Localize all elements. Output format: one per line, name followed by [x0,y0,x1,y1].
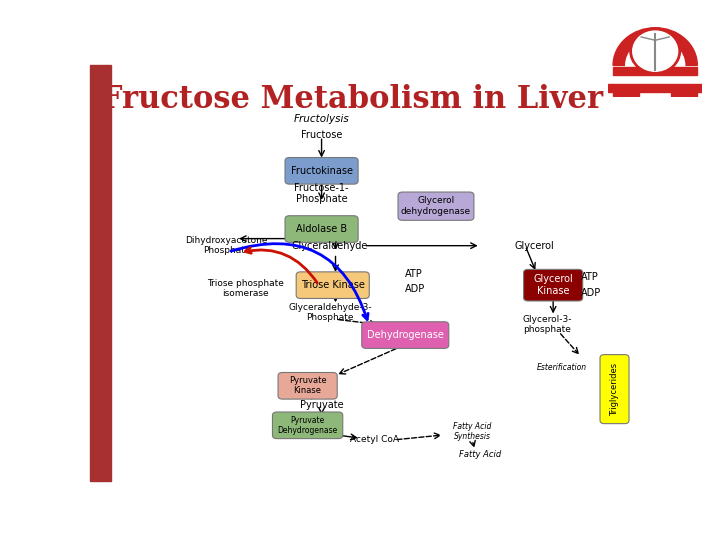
Text: Pyruvate: Pyruvate [300,400,343,409]
Text: Triose phosphate
isomerase: Triose phosphate isomerase [207,279,284,298]
FancyBboxPatch shape [285,216,358,242]
Text: Fatty Acid
Synthesis: Fatty Acid Synthesis [453,422,492,441]
Text: Glyceraldehyde: Glyceraldehyde [292,241,368,251]
Text: Pyruvate
Kinase: Pyruvate Kinase [289,376,326,395]
Text: ADP: ADP [581,288,601,298]
Bar [671,91,697,96]
Text: Fructolysis: Fructolysis [294,114,349,124]
Text: Pyruvate
Dehydrogenase: Pyruvate Dehydrogenase [277,416,338,435]
FancyArrowPatch shape [246,248,318,283]
FancyBboxPatch shape [296,272,369,299]
FancyBboxPatch shape [600,355,629,424]
Text: Triglycerides: Triglycerides [610,362,619,416]
Text: Fructose Metabolism in Liver: Fructose Metabolism in Liver [102,84,603,114]
Text: Fructose: Fructose [301,131,342,140]
Text: Glycerol-3-
phosphate: Glycerol-3- phosphate [523,315,572,334]
Text: Fructose-1-
Phosphate: Fructose-1- Phosphate [294,183,348,205]
FancyBboxPatch shape [523,269,582,301]
Text: Fructokinase: Fructokinase [291,166,353,176]
Text: ATP: ATP [405,268,423,279]
Text: Fatty Acid: Fatty Acid [459,450,502,460]
FancyBboxPatch shape [285,158,358,184]
Text: Glycerol
Kinase: Glycerol Kinase [534,274,573,296]
Text: Dehydrogenase: Dehydrogenase [366,330,444,340]
FancyBboxPatch shape [272,412,343,438]
Text: Esterification: Esterification [536,363,587,372]
Text: Dihydroxyacetone
Phosphate: Dihydroxyacetone Phosphate [186,236,268,255]
Text: Triose Kinase: Triose Kinase [301,280,364,290]
FancyBboxPatch shape [361,322,449,348]
Text: Glycerol
dehydrogenase: Glycerol dehydrogenase [401,197,471,216]
Circle shape [633,31,678,71]
FancyBboxPatch shape [278,373,337,399]
Text: Aldolase B: Aldolase B [296,224,347,234]
Bar [90,65,111,481]
Circle shape [630,29,680,74]
FancyBboxPatch shape [398,192,474,220]
Text: ATP: ATP [581,272,599,282]
Text: Glycerol: Glycerol [514,241,554,251]
Wedge shape [613,28,697,65]
Text: Glyceraldehyde-3-
Phosphate: Glyceraldehyde-3- Phosphate [288,302,372,322]
Circle shape [634,33,676,70]
Text: ADP: ADP [405,285,426,294]
FancyArrowPatch shape [231,244,368,320]
Bar [613,91,639,96]
Text: Acetyl CoA: Acetyl CoA [350,435,399,444]
Bar [608,84,702,92]
Bar [613,67,697,76]
